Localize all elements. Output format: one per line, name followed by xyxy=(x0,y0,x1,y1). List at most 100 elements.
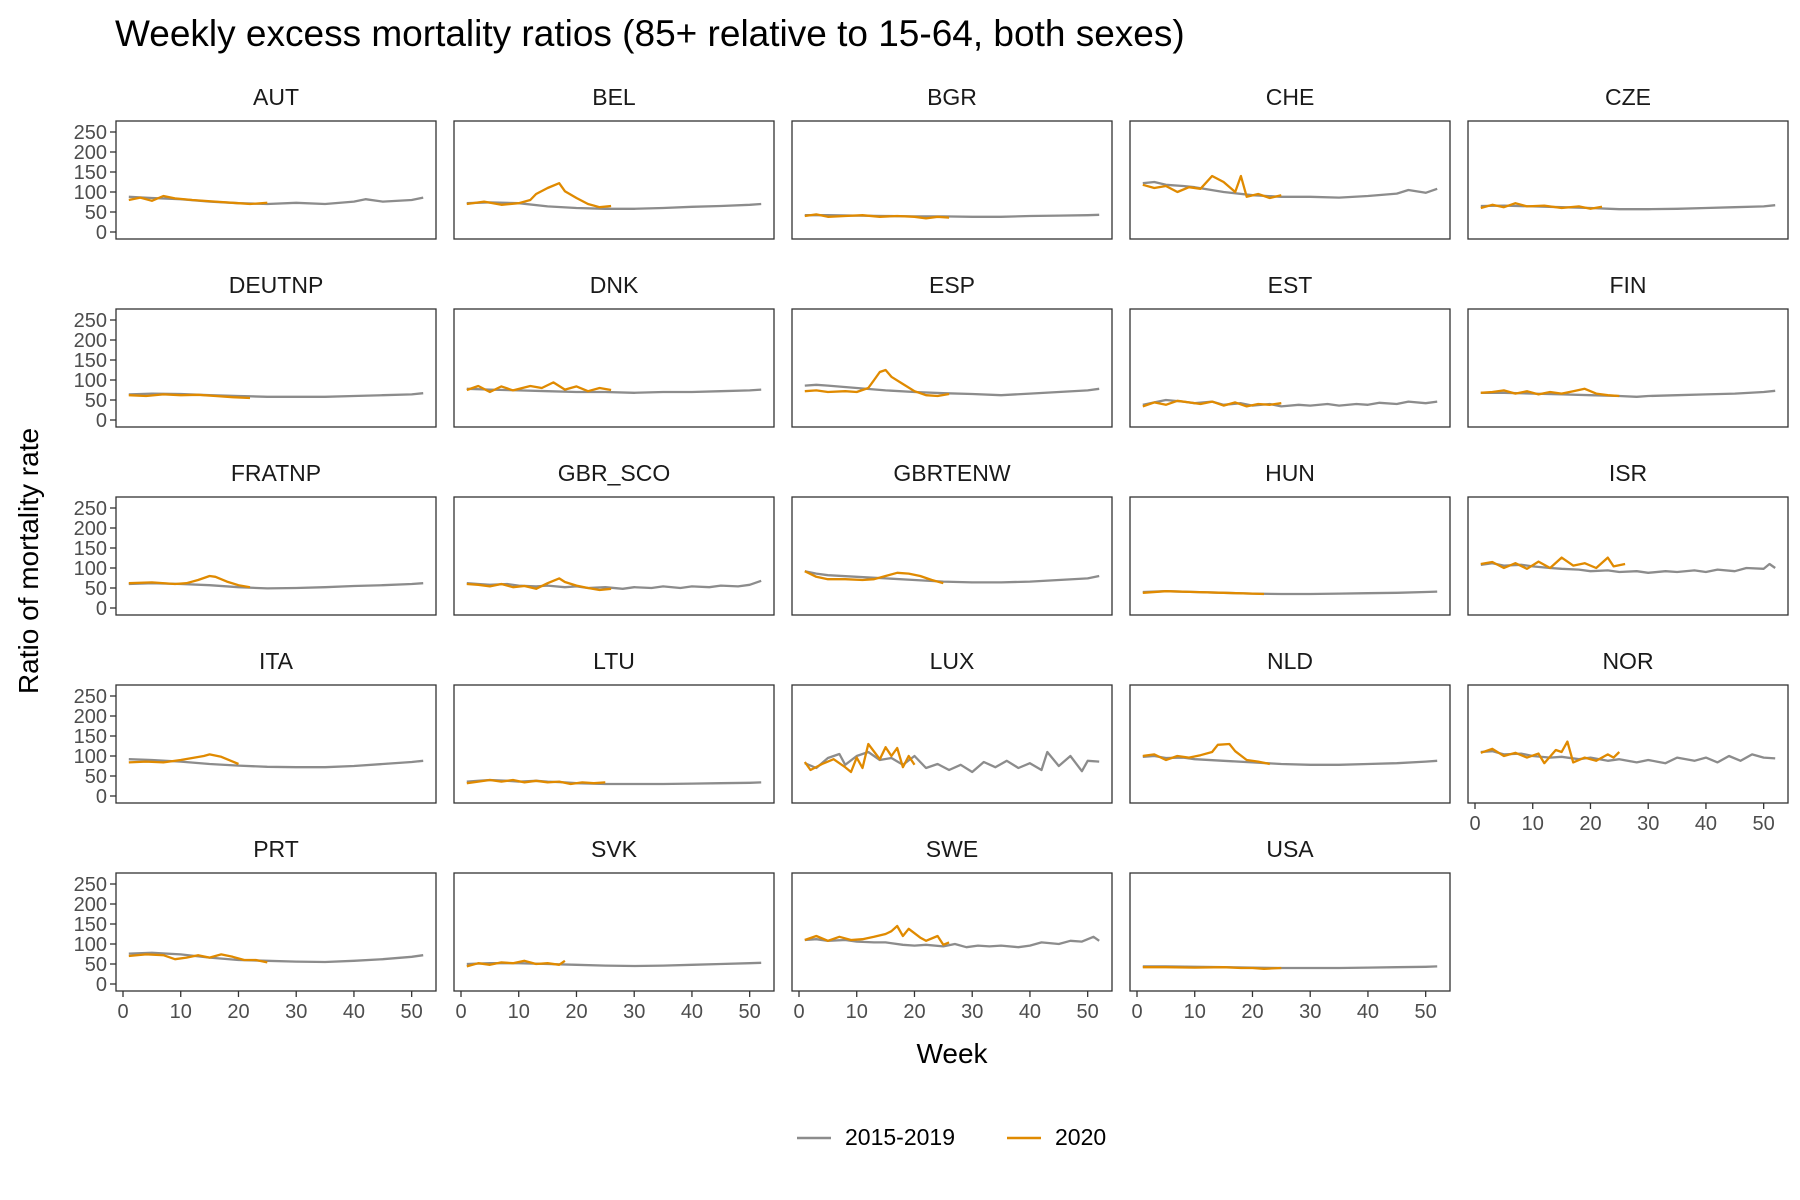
facet-title: EST xyxy=(1268,272,1313,298)
y-tick-label: 50 xyxy=(85,390,107,412)
panel-border xyxy=(115,496,437,616)
facet-usa: USA 0 10 20 30 40 50 xyxy=(1129,836,1451,1023)
x-tick-label: 30 xyxy=(1299,1001,1321,1023)
x-tick-label: 40 xyxy=(1019,1001,1041,1023)
y-tick-label: 250 xyxy=(74,310,107,332)
facet-title: DEUTNP xyxy=(229,272,324,298)
panel-border xyxy=(791,872,1113,992)
panel-border xyxy=(115,684,437,804)
facet-ltu: LTU xyxy=(453,648,775,804)
panel-border xyxy=(453,496,775,616)
y-tick-label: 150 xyxy=(74,350,107,372)
facet-title: FIN xyxy=(1609,272,1646,298)
x-tick-label: 10 xyxy=(846,1001,868,1023)
facet-title: ESP xyxy=(929,272,975,298)
series-line-2015-2019 xyxy=(1480,750,1776,765)
y-tick-label: 0 xyxy=(96,222,107,244)
y-tick-label: 50 xyxy=(85,202,107,224)
legend-item-2015-2019: 2015-2019 xyxy=(797,1124,955,1150)
y-tick-label: 200 xyxy=(74,518,107,540)
x-tick-label: 0 xyxy=(117,1001,128,1023)
panel-border xyxy=(115,872,437,992)
series-line-2015-2019 xyxy=(1480,562,1776,574)
x-tick-label: 40 xyxy=(681,1001,703,1023)
x-tick-label: 0 xyxy=(793,1001,804,1023)
y-tick-label: 200 xyxy=(74,142,107,164)
facet-nor: NOR 0 10 20 30 40 50 xyxy=(1467,648,1789,835)
x-tick-label: 20 xyxy=(1579,813,1601,835)
y-tick-label: 100 xyxy=(74,746,107,768)
panel-border xyxy=(453,872,775,992)
y-tick-label: 100 xyxy=(74,558,107,580)
x-tick-label: 20 xyxy=(565,1001,587,1023)
y-tick-label: 100 xyxy=(74,934,107,956)
series-line-2015-2019 xyxy=(128,951,424,964)
panel-border xyxy=(1129,120,1451,240)
facet-hun: HUN xyxy=(1129,460,1451,616)
x-tick-label: 50 xyxy=(401,1001,423,1023)
panel-border xyxy=(115,308,437,428)
x-tick-label: 20 xyxy=(903,1001,925,1023)
y-tick-label: 50 xyxy=(85,578,107,600)
facet-title: PRT xyxy=(253,836,299,862)
facet-title: DNK xyxy=(590,272,639,298)
facet-title: BEL xyxy=(592,84,636,110)
series-line-2015-2019 xyxy=(804,750,1100,774)
series-line-2020 xyxy=(1142,174,1282,200)
panel-border xyxy=(791,308,1113,428)
x-tick-label: 0 xyxy=(1131,1001,1142,1023)
series-line-2020 xyxy=(128,953,268,964)
facet-swe: SWE 0 10 20 30 40 50 xyxy=(791,836,1113,1023)
series-line-2020 xyxy=(466,959,566,968)
panel-border xyxy=(791,496,1113,616)
x-tick-label: 40 xyxy=(343,1001,365,1023)
facet-title: FRATNP xyxy=(231,460,321,486)
chart-title: Weekly excess mortality ratios (85+ rela… xyxy=(115,13,1185,54)
series-line-2020 xyxy=(1480,202,1603,210)
y-tick-label: 150 xyxy=(74,726,107,748)
series-line-2020 xyxy=(804,368,950,398)
facet-gbrtenw: GBRTENW xyxy=(791,460,1113,616)
y-tick-label: 250 xyxy=(74,874,107,896)
y-tick-label: 150 xyxy=(74,914,107,936)
facet-bgr: BGR xyxy=(791,84,1113,240)
facet-esp: ESP xyxy=(791,272,1113,428)
legend-label: 2020 xyxy=(1055,1124,1106,1150)
facet-title: LUX xyxy=(930,648,975,674)
facet-bel: BEL xyxy=(453,84,775,240)
series-line-2020 xyxy=(466,381,612,394)
series-line-2015-2019 xyxy=(804,570,1100,584)
panel-border xyxy=(453,308,775,428)
series-line-2020 xyxy=(466,778,606,786)
series-line-2020 xyxy=(128,393,251,400)
x-tick-label: 10 xyxy=(508,1001,530,1023)
y-tick-label: 100 xyxy=(74,182,107,204)
series-line-2020 xyxy=(466,182,612,209)
legend-item-2020: 2020 xyxy=(1007,1124,1106,1150)
panel-border xyxy=(115,120,437,240)
y-tick-label: 200 xyxy=(74,894,107,916)
x-tick-label: 50 xyxy=(1077,1001,1099,1023)
series-line-2020 xyxy=(804,213,950,220)
facet-title: NOR xyxy=(1602,648,1653,674)
facet-title: AUT xyxy=(253,84,299,110)
series-line-2020 xyxy=(1480,556,1626,570)
y-tick-label: 250 xyxy=(74,122,107,144)
series-line-2015-2019 xyxy=(804,383,1100,397)
y-tick-label: 0 xyxy=(96,974,107,996)
x-tick-label: 30 xyxy=(961,1001,983,1023)
y-tick-label: 250 xyxy=(74,686,107,708)
series-line-2020 xyxy=(1142,590,1265,596)
legend: 2015-2019 2020 xyxy=(797,1124,1106,1150)
series-line-2020 xyxy=(1480,740,1621,765)
panel-border xyxy=(1129,496,1451,616)
y-tick-label: 0 xyxy=(96,786,107,808)
panel-border xyxy=(791,120,1113,240)
y-tick-label: 50 xyxy=(85,954,107,976)
facet-est: EST xyxy=(1129,272,1451,428)
facet-title: ISR xyxy=(1609,460,1647,486)
facet-cze: CZE xyxy=(1467,84,1789,240)
